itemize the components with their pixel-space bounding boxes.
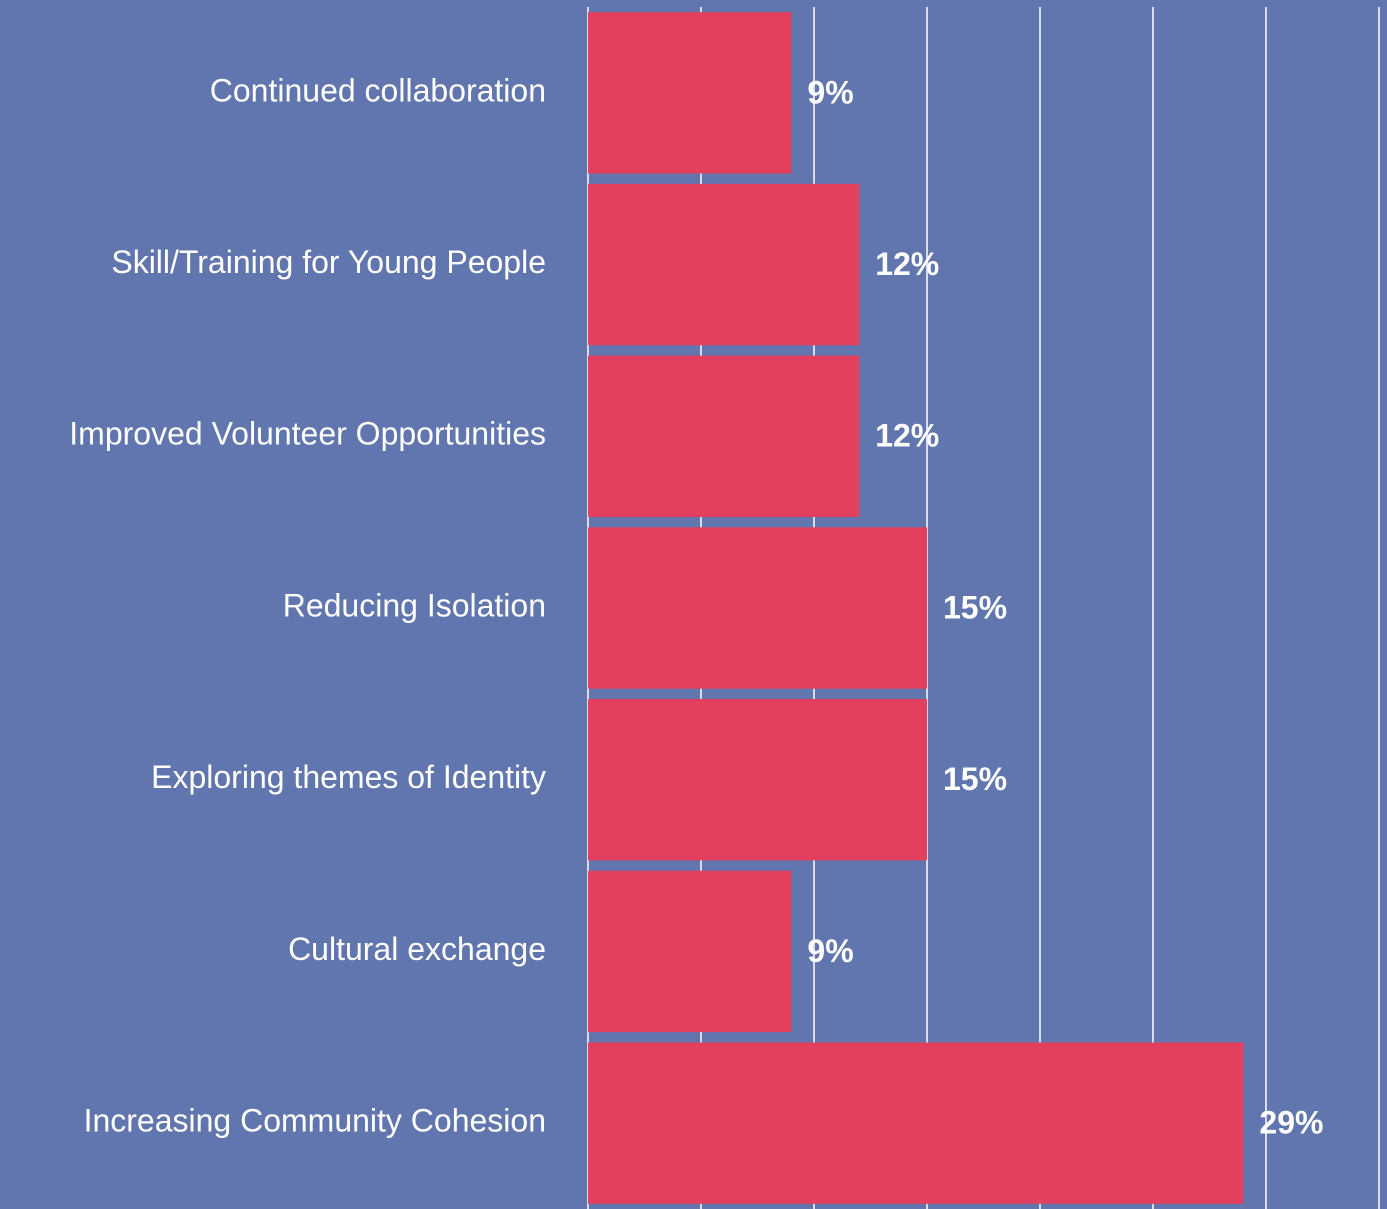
category-label: Exploring themes of Identity	[151, 759, 546, 795]
value-label: 15%	[943, 761, 1007, 797]
category-label: Improved Volunteer Opportunities	[69, 416, 546, 452]
bar	[588, 527, 927, 689]
category-label: Increasing Community Cohesion	[84, 1103, 546, 1139]
value-label: 15%	[943, 589, 1007, 625]
bar	[588, 12, 792, 174]
bar	[588, 870, 792, 1033]
category-label: Cultural exchange	[288, 931, 546, 967]
bar	[588, 355, 860, 517]
bar	[588, 183, 860, 346]
value-label: 12%	[875, 246, 939, 282]
value-label: 9%	[807, 933, 853, 969]
value-label: 29%	[1259, 1105, 1323, 1141]
value-label: 12%	[875, 418, 939, 454]
bar	[588, 1042, 1244, 1204]
value-label: 9%	[807, 74, 853, 110]
bar	[588, 699, 927, 861]
category-label: Reducing Isolation	[283, 587, 546, 623]
category-label: Continued collaboration	[210, 72, 546, 108]
category-label: Skill/Training for Young People	[111, 244, 546, 280]
